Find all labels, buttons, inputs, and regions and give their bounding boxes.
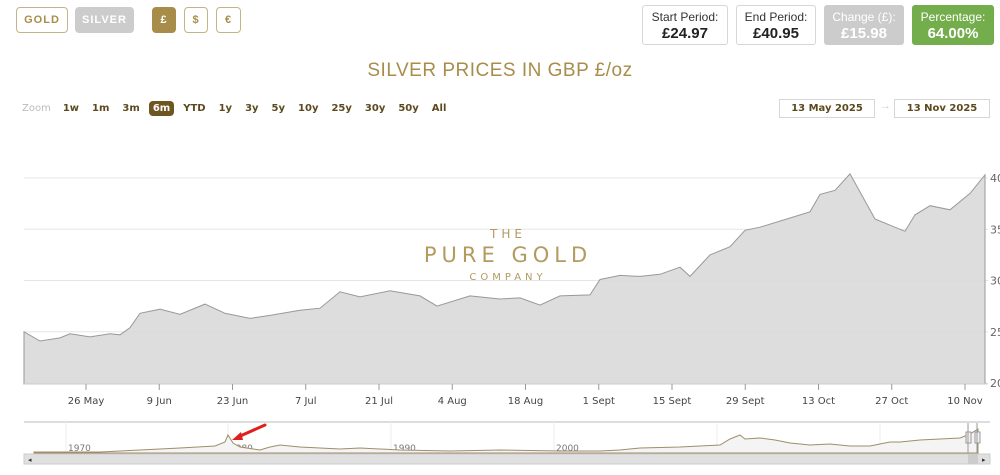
svg-text:4 Aug: 4 Aug xyxy=(438,396,467,407)
zoom-all[interactable]: All xyxy=(431,103,447,114)
change-box: Change (£): £15.98 xyxy=(824,5,904,45)
change-label: Change (£): xyxy=(832,10,896,24)
zoom-6m[interactable]: 6m xyxy=(148,101,175,116)
scrollbar-thumb[interactable] xyxy=(968,454,978,464)
to-date-input[interactable]: 13 Nov 2025 xyxy=(894,99,990,118)
svg-text:9 Jun: 9 Jun xyxy=(147,396,172,407)
svg-text:1 Sept: 1 Sept xyxy=(583,396,615,407)
zoom-25y[interactable]: 25y xyxy=(331,103,352,114)
start-period-box: Start Period: £24.97 xyxy=(642,5,728,45)
end-period-box: End Period: £40.95 xyxy=(736,5,816,45)
zoom-30y[interactable]: 30y xyxy=(364,103,386,114)
svg-text:13 Oct: 13 Oct xyxy=(802,396,835,407)
scroll-right-arrow-icon[interactable]: ▸ xyxy=(982,456,986,464)
zoom-ytd[interactable]: YTD xyxy=(183,103,206,114)
watermark-logo: THE PURE GOLD COMPANY xyxy=(424,227,592,283)
scroll-left-arrow-icon[interactable]: ◂ xyxy=(28,456,32,464)
chart-title: SILVER PRICES IN GBP £/oz xyxy=(367,60,633,81)
svg-text:10 Nov: 10 Nov xyxy=(947,396,983,407)
red-arrow-annotation xyxy=(232,423,267,440)
zoom-1m[interactable]: 1m xyxy=(92,103,110,114)
svg-text:2000: 2000 xyxy=(556,444,579,454)
start-period-label: Start Period: xyxy=(651,10,719,24)
silver-button[interactable]: SILVER xyxy=(75,7,134,33)
svg-text:1990: 1990 xyxy=(393,444,416,454)
svg-text:18 Aug: 18 Aug xyxy=(508,396,543,407)
svg-text:26 May: 26 May xyxy=(68,396,105,407)
y-axis-labels: 20 25 30 35 40 xyxy=(990,172,1000,390)
watermark-company: COMPANY xyxy=(469,272,546,283)
end-period-label: End Period: xyxy=(744,10,808,24)
percentage-box: Percentage: 64.00% xyxy=(912,5,994,45)
gbp-button[interactable]: £ xyxy=(152,7,176,33)
grid-lines xyxy=(24,177,988,384)
percentage-label: Percentage: xyxy=(920,10,986,24)
navigator-scrollbar[interactable] xyxy=(23,453,991,465)
navigator-series xyxy=(33,428,979,454)
svg-text:7 Jul: 7 Jul xyxy=(295,396,317,407)
svg-text:27 Oct: 27 Oct xyxy=(875,396,908,407)
svg-text:40: 40 xyxy=(990,172,1000,185)
price-area xyxy=(23,173,986,385)
watermark-pure-gold: PURE GOLD xyxy=(424,243,592,267)
start-period-value: £24.97 xyxy=(662,25,708,42)
zoom-5y[interactable]: 5y xyxy=(271,103,286,114)
svg-text:15 Sept: 15 Sept xyxy=(653,396,692,407)
svg-text:21 Jul: 21 Jul xyxy=(365,396,393,407)
zoom-3m[interactable]: 3m xyxy=(122,103,140,114)
svg-text:20: 20 xyxy=(990,377,1000,390)
svg-text:29 Sept: 29 Sept xyxy=(726,396,765,407)
svg-text:35: 35 xyxy=(990,223,1000,236)
change-value: £15.98 xyxy=(841,25,887,42)
svg-text:30: 30 xyxy=(990,275,1000,288)
zoom-label: Zoom xyxy=(22,103,51,114)
eur-button[interactable]: € xyxy=(216,7,241,33)
zoom-3y[interactable]: 3y xyxy=(245,103,259,114)
watermark-the: THE xyxy=(489,227,526,241)
zoom-10y[interactable]: 10y xyxy=(298,103,319,114)
arrow-right-icon: → xyxy=(880,100,891,112)
zoom-1w[interactable]: 1w xyxy=(62,103,80,114)
svg-text:25: 25 xyxy=(990,326,1000,339)
usd-button[interactable]: $ xyxy=(184,7,208,33)
end-period-value: £40.95 xyxy=(753,25,799,42)
svg-text:1970: 1970 xyxy=(68,444,91,454)
x-axis-labels: 26 May 9 Jun 23 Jun 7 Jul 21 Jul 4 Aug 18 Aug 1… xyxy=(68,384,983,407)
zoom-selector: Zoom 1w 1m 3m 6m YTD 1y 3y 5y 10y 25y 30… xyxy=(22,101,455,116)
zoom-50y[interactable]: 50y xyxy=(398,103,419,114)
navigator[interactable]: 197019801990200020102020 ◂ ▸ xyxy=(0,415,1000,475)
from-date-input[interactable]: 13 May 2025 xyxy=(779,99,875,118)
svg-text:23 Jun: 23 Jun xyxy=(217,396,249,407)
gold-button[interactable]: GOLD xyxy=(16,7,68,33)
zoom-1y[interactable]: 1y xyxy=(218,103,233,114)
percentage-value: 64.00% xyxy=(927,25,979,42)
